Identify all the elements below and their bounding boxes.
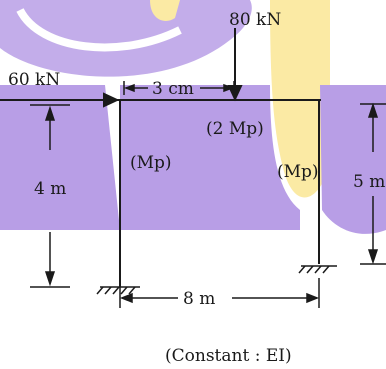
right-fixed-support: [298, 265, 337, 274]
watermark: [0, 0, 386, 234]
dim-top: [123, 81, 235, 95]
load-left-label: 60 kN: [8, 70, 60, 90]
watermark-purple-left: [0, 85, 120, 230]
dim-span: [119, 278, 320, 308]
left-height-label: 4 m: [34, 179, 66, 199]
constant-ei-note: (Constant : EI): [165, 346, 292, 366]
dim-left-height: [30, 104, 70, 288]
span-label: 8 m: [183, 289, 215, 309]
beam-moment-label: (2 Mp): [206, 119, 264, 139]
watermark-purple-top: [0, 0, 252, 77]
right-height-label: 5 m: [353, 172, 385, 192]
watermark-yellow-small: [150, 0, 180, 21]
left-column-moment-label: (Mp): [130, 153, 172, 173]
load-top-label: 80 kN: [229, 10, 281, 30]
watermark-purple-center: [120, 85, 300, 230]
right-column-moment-label: (Mp): [277, 162, 319, 182]
dim-top-label: 3 cm: [152, 79, 194, 99]
watermark-purple-right: [320, 85, 386, 234]
load-left-arrow: [20, 92, 120, 108]
left-fixed-support: [96, 286, 140, 295]
load-top-arrow: [227, 28, 243, 102]
watermark-white-stroke: [16, 7, 182, 52]
dim-right-height: [360, 102, 386, 265]
watermark-yellow: [270, 0, 330, 198]
